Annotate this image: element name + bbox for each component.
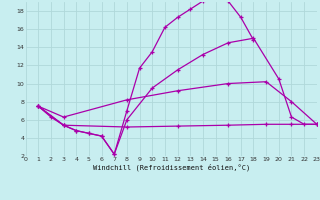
X-axis label: Windchill (Refroidissement éolien,°C): Windchill (Refroidissement éolien,°C) bbox=[92, 164, 250, 171]
